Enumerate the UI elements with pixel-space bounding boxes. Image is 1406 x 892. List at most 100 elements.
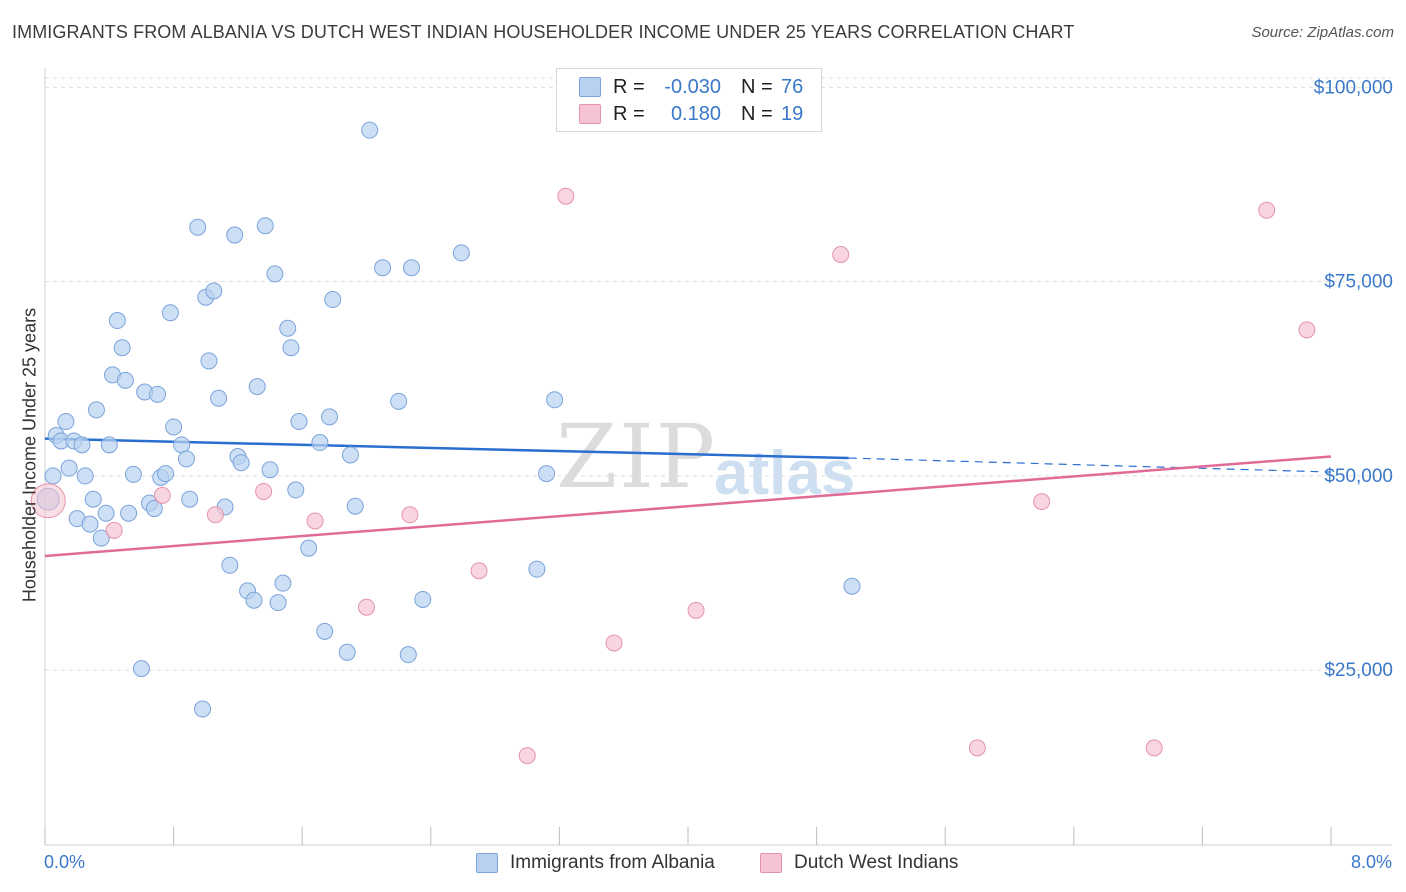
watermark-zip: ZIP — [556, 405, 718, 508]
albania-point — [338, 643, 356, 661]
r-label: R = — [613, 75, 645, 98]
albania-point — [282, 339, 300, 357]
albania-point — [120, 504, 138, 522]
legend-row-albania: R = -0.030 N = 76 — [579, 75, 803, 99]
albania-point — [256, 217, 274, 235]
albania-point — [116, 371, 134, 389]
albania-point — [44, 467, 62, 485]
albania-point — [341, 446, 359, 464]
albania-trend-line — [44, 437, 849, 460]
data-points — [30, 121, 1316, 765]
dutch-west-indians-swatch — [579, 104, 601, 124]
albania-point — [538, 465, 556, 483]
albania-point — [226, 226, 244, 244]
albania-point — [361, 121, 379, 139]
albania-point — [177, 450, 195, 468]
albania-point — [149, 385, 167, 403]
albania-point — [274, 574, 292, 592]
albania-point — [81, 515, 99, 533]
grid-lines — [45, 77, 1391, 671]
albania-point — [248, 378, 266, 396]
legend-row-dutch-west-indians: R = 0.180 N = 19 — [579, 102, 803, 126]
albania-point — [528, 560, 546, 578]
dutch-west-indians-point — [30, 483, 66, 519]
y-axis-label: Householder Income Under 25 years — [19, 307, 40, 603]
albania-point — [300, 539, 318, 557]
dutch-west-indians-point — [1298, 321, 1316, 339]
albania-point — [245, 591, 263, 609]
albania-point — [452, 244, 470, 262]
albania-point — [73, 436, 91, 454]
albania-point — [60, 459, 78, 477]
dutch-west-indians-point — [470, 562, 488, 580]
y-tick-label: $50,000 — [1324, 466, 1393, 487]
albania-legend-swatch — [476, 853, 498, 873]
y-tick-label: $25,000 — [1324, 660, 1393, 681]
dutch-west-indians-point — [105, 521, 123, 539]
albania-point — [100, 436, 118, 454]
albania-point — [546, 391, 564, 409]
dutch-west-indians-point — [557, 187, 575, 205]
albania-legend-label: Immigrants from Albania — [510, 852, 715, 873]
dutch-west-indians-point — [968, 739, 986, 757]
albania-point — [189, 218, 207, 236]
albania-point — [279, 319, 297, 337]
x-tick-label-max: 8.0% — [1350, 852, 1392, 872]
bottom-legend-dutch-west-indians: Dutch West Indians — [760, 852, 958, 874]
albania-point — [843, 577, 861, 595]
y-tick-label: $75,000 — [1324, 272, 1393, 293]
albania-point — [232, 454, 250, 472]
albania-point — [194, 700, 212, 718]
dutch-west-indians-point — [832, 245, 850, 263]
albania-point — [261, 461, 279, 479]
dutch-west-indians-point — [1033, 493, 1051, 511]
albania-point — [403, 259, 421, 277]
albania-point — [266, 265, 284, 283]
albania-point — [374, 259, 392, 277]
y-tick-labels: $25,000 $50,000 $75,000 $100,000 — [1314, 77, 1393, 681]
albania-point — [321, 408, 339, 426]
albania-point — [200, 352, 218, 370]
albania-point — [57, 413, 75, 431]
albania-point — [76, 467, 94, 485]
albania-point — [113, 339, 131, 357]
dutch-west-indians-point — [401, 506, 419, 524]
albania-swatch — [579, 77, 601, 97]
dutch-west-indians-legend-label: Dutch West Indians — [794, 852, 959, 873]
albania-point — [290, 413, 308, 431]
dutch-west-indians-point — [255, 482, 273, 500]
dutch-west-indians-point — [306, 512, 324, 530]
albania-point — [87, 401, 105, 419]
albania-point — [97, 504, 115, 522]
correlation-legend: R = -0.030 N = 76 R = 0.180 N = 19 — [556, 68, 822, 132]
dutch-west-indians-legend-swatch — [760, 853, 782, 873]
n-label: N = — [741, 75, 773, 98]
dutch-west-indians-point — [358, 598, 375, 616]
r-value: -0.030 — [664, 75, 721, 98]
albania-point — [311, 434, 329, 452]
albania-point — [390, 392, 408, 410]
albania-point — [157, 465, 175, 483]
albania-point — [205, 282, 223, 300]
bottom-legend-albania: Immigrants from Albania — [476, 852, 715, 874]
dutch-west-indians-point — [687, 601, 705, 619]
albania-point — [269, 594, 287, 612]
y-tick-label: $100,000 — [1314, 77, 1393, 98]
r-value: 0.180 — [670, 102, 721, 125]
albania-point — [414, 590, 432, 608]
albania-point — [181, 490, 199, 508]
n-value: 19 — [781, 102, 804, 125]
n-label: N = — [741, 102, 773, 125]
chart-title: IMMIGRANTS FROM ALBANIA VS DUTCH WEST IN… — [12, 22, 1075, 42]
albania-trend-extension — [848, 457, 1332, 473]
source-label: Source: ZipAtlas.com — [1251, 24, 1394, 41]
dutch-west-indians-trend-line — [44, 455, 1332, 558]
albania-point — [324, 291, 342, 309]
albania-point — [287, 481, 305, 499]
watermark-atlas: atlas — [714, 439, 856, 508]
axes — [44, 68, 1392, 846]
dutch-west-indians-point — [1258, 201, 1276, 219]
dutch-west-indians-point — [153, 486, 171, 504]
albania-point — [92, 529, 110, 547]
